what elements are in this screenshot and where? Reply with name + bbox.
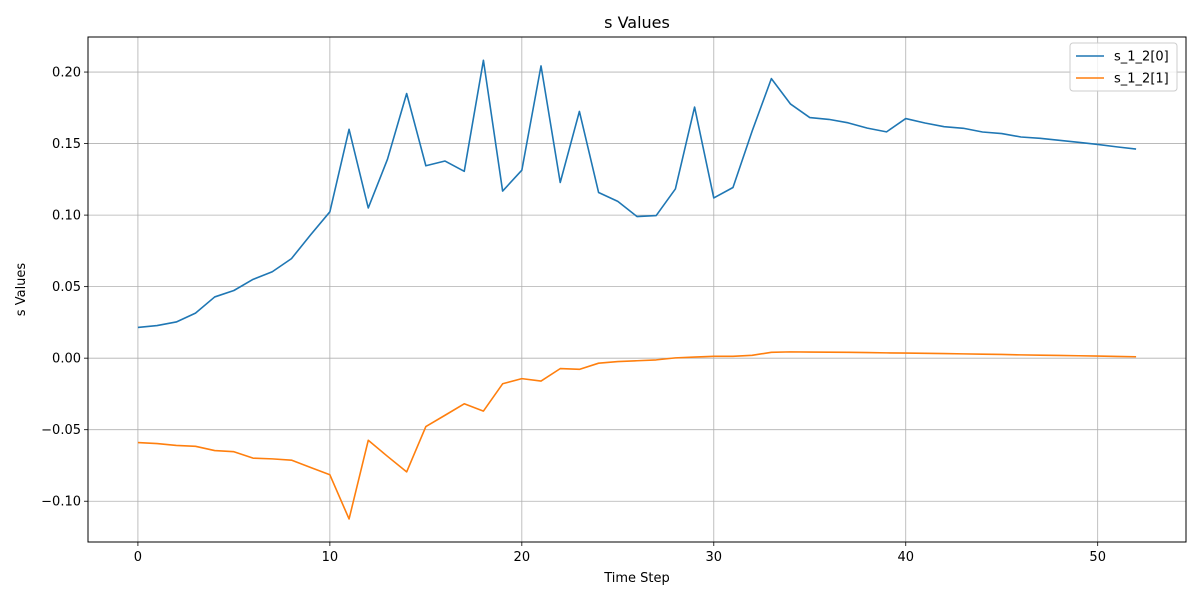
legend: s_1_2[0] s_1_2[1] <box>1069 42 1178 92</box>
y-tick-label: 0.10 <box>52 209 81 224</box>
legend-box <box>1069 42 1178 92</box>
legend-label-0: s_1_2[0] <box>1114 50 1169 65</box>
x-axis-label: Time Step <box>603 571 670 586</box>
x-tick-label: 40 <box>897 550 914 565</box>
series-line-0 <box>137 59 1137 329</box>
legend-label-1: s_1_2[1] <box>1114 72 1169 87</box>
plot-frame <box>87 36 1187 543</box>
grid <box>88 37 1186 542</box>
y-tick-label: −0.10 <box>41 495 81 510</box>
y-axis-label: s Values <box>14 263 29 317</box>
x-tick-label: 20 <box>514 550 531 565</box>
axis-ticks: 0 10 20 30 40 50 −0.10 −0.05 0.00 0.05 0.10 0.15 0.2… <box>41 66 1106 565</box>
x-tick-label: 50 <box>1089 550 1106 565</box>
series-lines <box>137 59 1137 520</box>
x-tick-label: 10 <box>322 550 339 565</box>
x-tick-label: 0 <box>134 550 142 565</box>
y-tick-label: 0.20 <box>52 66 81 81</box>
y-tick-label: 0.05 <box>52 280 81 295</box>
y-tick-label: −0.05 <box>41 423 81 438</box>
chart-title: s Values <box>604 13 670 32</box>
y-tick-label: 0.00 <box>52 352 81 367</box>
series-line-1 <box>137 351 1137 520</box>
x-tick-label: 30 <box>706 550 723 565</box>
y-tick-label: 0.15 <box>52 137 81 152</box>
